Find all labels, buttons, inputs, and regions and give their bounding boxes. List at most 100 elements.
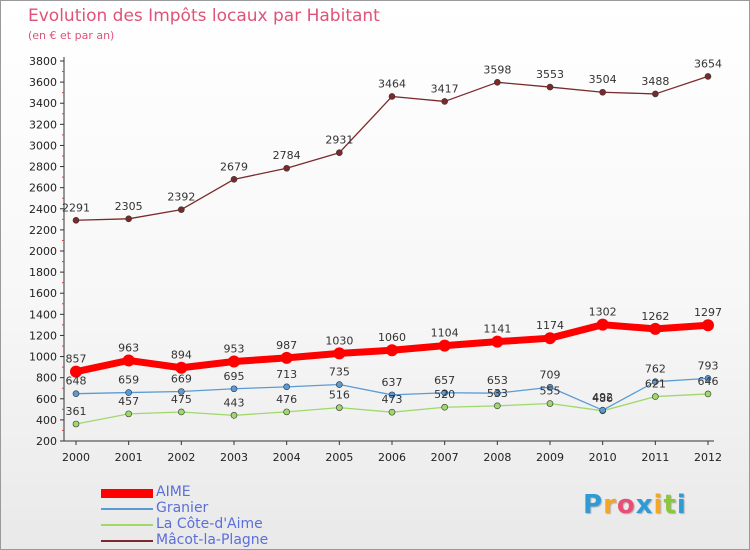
- data-point: [494, 389, 501, 397]
- data-point: [596, 318, 609, 331]
- data-label: 1262: [641, 310, 669, 323]
- data-label: 1302: [589, 306, 617, 319]
- y-tick-label: 3200: [29, 118, 57, 131]
- data-label: 2305: [115, 200, 143, 213]
- data-label: 492: [592, 391, 613, 404]
- data-point: [125, 389, 132, 396]
- data-label: 637: [382, 376, 403, 389]
- data-point: [649, 322, 662, 335]
- y-tick-label: 2600: [29, 182, 57, 195]
- data-label: 657: [434, 374, 455, 387]
- legend-item-la-cote-d-aime: La Côte-d'Aime: [101, 516, 341, 533]
- y-tick-label: 3800: [29, 55, 57, 68]
- data-label: 520: [434, 388, 455, 401]
- data-label: 3417: [431, 82, 459, 95]
- data-label: 1104: [431, 327, 459, 340]
- data-label: 648: [66, 375, 87, 388]
- x-tick-label: 2004: [273, 451, 301, 464]
- y-tick-label: 3000: [29, 139, 57, 152]
- x-tick-label: 2011: [641, 451, 669, 464]
- data-label: 669: [171, 372, 192, 385]
- data-point: [333, 347, 346, 360]
- x-tick-label: 2007: [431, 451, 459, 464]
- data-point: [441, 403, 448, 411]
- data-label: 2784: [273, 149, 301, 162]
- data-point: [652, 90, 659, 98]
- data-point: [122, 354, 135, 367]
- chart-legend: AIME Granier La Côte-d'Aime Mâcot-la-Pla…: [101, 484, 341, 549]
- data-label: 533: [487, 387, 508, 400]
- x-tick-label: 2000: [62, 451, 90, 464]
- y-tick-label: 3400: [29, 97, 57, 110]
- data-point: [178, 408, 185, 416]
- data-label: 894: [171, 349, 192, 362]
- y-tick-label: 2200: [29, 224, 57, 237]
- data-point: [228, 355, 240, 368]
- x-tick-label: 2012: [694, 451, 722, 464]
- data-label: 443: [224, 396, 245, 409]
- legend-swatch-aime: [101, 489, 153, 498]
- data-label: 695: [224, 370, 245, 383]
- data-label: 476: [276, 393, 297, 406]
- data-label: 659: [118, 374, 139, 387]
- data-label: 486: [592, 392, 613, 405]
- logo-letter: o: [616, 490, 636, 520]
- data-point: [283, 164, 290, 172]
- data-point: [230, 176, 238, 183]
- legend-swatch-macot-la-plagne: [101, 540, 153, 542]
- data-label: 2931: [325, 134, 353, 147]
- data-label: 473: [382, 393, 403, 406]
- data-label: 2679: [220, 160, 248, 173]
- data-point: [388, 93, 396, 100]
- x-tick-label: 2002: [167, 451, 195, 464]
- data-point: [494, 402, 501, 410]
- logo-letter: P: [583, 490, 604, 520]
- data-point: [72, 420, 80, 428]
- data-label: 953: [224, 343, 245, 356]
- data-label: 361: [66, 405, 87, 418]
- data-point: [704, 73, 712, 80]
- x-tick-label: 2006: [378, 451, 406, 464]
- y-tick-label: 600: [36, 393, 57, 406]
- data-label: 1060: [378, 331, 406, 344]
- legend-item-macot-la-plagne: Mâcot-la-Plagne: [101, 532, 341, 549]
- data-point: [283, 408, 290, 416]
- data-point: [230, 385, 238, 393]
- data-label: 3654: [694, 57, 722, 70]
- y-tick-label: 2800: [29, 161, 57, 174]
- y-tick-label: 2000: [29, 245, 57, 258]
- data-point: [652, 378, 659, 385]
- data-point: [178, 206, 185, 213]
- data-label: 555: [540, 385, 561, 398]
- data-point: [336, 149, 343, 157]
- data-label: 987: [276, 339, 297, 352]
- data-point: [283, 383, 290, 391]
- y-tick-label: 200: [36, 435, 57, 448]
- legend-label-granier: Granier: [156, 500, 209, 516]
- data-label: 646: [698, 375, 719, 388]
- data-point: [441, 389, 448, 397]
- data-label: 735: [329, 366, 350, 379]
- data-point: [336, 404, 343, 411]
- data-point: [438, 339, 451, 352]
- chart-title: Evolution des Impôts locaux par Habitant: [28, 6, 380, 26]
- data-point: [388, 408, 396, 416]
- data-point: [280, 351, 293, 364]
- y-tick-label: 800: [36, 372, 57, 385]
- legend-item-aime: AIME: [101, 484, 341, 501]
- data-label: 2291: [62, 201, 90, 214]
- data-label: 475: [171, 393, 192, 406]
- data-point: [386, 344, 398, 357]
- data-label: 709: [540, 368, 561, 381]
- y-tick-label: 1800: [29, 266, 57, 279]
- data-point: [652, 393, 659, 400]
- legend-label-macot-la-plagne: Mâcot-la-Plagne: [156, 532, 269, 548]
- x-tick-label: 2010: [589, 451, 617, 464]
- legend-swatch-granier: [101, 508, 153, 510]
- legend-swatch-la-cote-d-aime: [101, 524, 153, 526]
- data-label: 3488: [641, 75, 669, 88]
- y-tick-label: 1000: [29, 351, 57, 364]
- data-label: 762: [645, 363, 666, 376]
- data-point: [70, 365, 82, 378]
